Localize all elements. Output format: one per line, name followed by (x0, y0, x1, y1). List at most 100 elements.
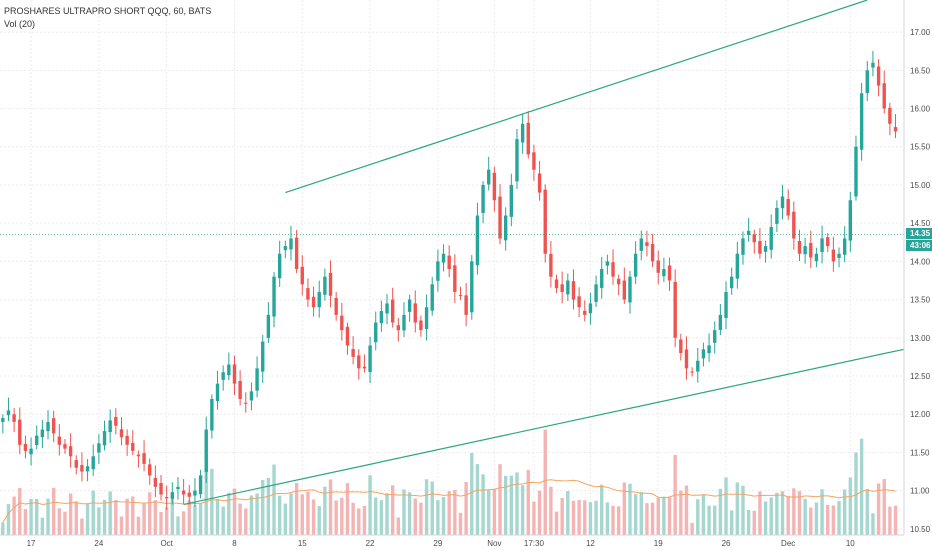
volume-bar (758, 491, 762, 535)
volume-bar (876, 483, 881, 535)
candle-body (362, 366, 367, 369)
candle-body (503, 215, 508, 241)
volume-bar (357, 508, 361, 535)
volume-bar (215, 498, 220, 535)
candle-body (334, 297, 338, 315)
volume-bar (893, 505, 898, 535)
candle-body (769, 226, 773, 250)
candle-body (713, 330, 717, 343)
channel-upper-line (285, 0, 868, 194)
candle-body (481, 184, 485, 214)
candle-body (368, 345, 372, 373)
candle-body (724, 291, 728, 318)
candle-body (515, 139, 519, 182)
candle-body (249, 391, 254, 401)
candle-body (232, 364, 237, 384)
candle-body (554, 279, 559, 289)
candle-body (148, 464, 152, 476)
volume-bar (51, 487, 56, 535)
volume-bar (18, 487, 22, 535)
candle-body (532, 152, 536, 170)
volume-bar (775, 492, 779, 535)
countdown-badge-bg (906, 240, 932, 251)
candle-body (351, 349, 355, 357)
candle-body (492, 172, 497, 201)
volume-bar (396, 517, 401, 535)
volume-bar (509, 475, 514, 535)
volume-bar (306, 491, 310, 535)
candle-body (520, 123, 525, 143)
time-tick-label: Dec (781, 539, 795, 548)
volume-bar (40, 517, 45, 535)
volume-bar (690, 522, 694, 535)
volume-bar (362, 505, 367, 535)
price-axis[interactable]: 10.50 11.00 11.50 12.00 12.50 13.00 13.50 14.00… (903, 0, 931, 535)
volume-bar (707, 505, 711, 535)
volume-bar (6, 504, 11, 535)
volume-bar (311, 499, 316, 535)
candle-body (6, 410, 11, 416)
candle-body (430, 284, 434, 311)
volume-bar (232, 488, 237, 535)
candle-body (509, 184, 514, 217)
candle-body (673, 281, 677, 338)
price-tick-label: 13.00 (910, 334, 931, 343)
volume-bar (210, 468, 214, 535)
candle-body (893, 127, 898, 132)
candle-body (792, 211, 796, 239)
volume-bar (735, 482, 740, 535)
volume-bar (374, 497, 378, 535)
volume-bar (97, 507, 101, 535)
volume-bar (68, 493, 73, 535)
candle-body (543, 189, 547, 254)
price-tick-label: 15.50 (910, 143, 931, 152)
candle-body (628, 276, 632, 303)
time-axis[interactable]: 17 24 Oct 8 15 22 29 Nov 17:30 12 19 26 Dec 10 (0, 534, 904, 548)
candle-body (272, 276, 276, 317)
candle-body (396, 325, 401, 331)
candle-body (854, 146, 858, 197)
volume-bar (12, 496, 16, 535)
volume-bar (159, 512, 163, 535)
volume-bar (622, 482, 627, 535)
volume-bar (792, 488, 796, 535)
volume-bar (176, 516, 180, 535)
candle-body (588, 303, 593, 314)
candle-body (402, 314, 406, 331)
volume-bar (29, 498, 33, 535)
volume-bar (588, 502, 593, 535)
volume-bar (481, 474, 485, 535)
trend-channel (183, 0, 905, 506)
symbol-title: PROSHARES ULTRAPRO SHORT QQQ, 60, BATS (4, 6, 212, 16)
price-tick-label: 13.50 (910, 296, 931, 305)
candle-body (741, 238, 745, 255)
volume-bar (379, 500, 384, 535)
volume-bar (102, 499, 107, 535)
candle-body (882, 83, 886, 109)
candle-body (537, 173, 542, 193)
candle-body (407, 299, 412, 312)
volume-bar (871, 513, 875, 535)
volume-bar (470, 452, 474, 535)
candle-body (605, 261, 610, 266)
time-tick-label: 15 (298, 539, 307, 548)
volume-bar (80, 518, 84, 535)
price-badge-countdown: 43:06 (910, 241, 931, 250)
volume-bar (402, 489, 406, 535)
candle-body (317, 291, 321, 308)
candle-body (238, 380, 242, 399)
volume-bar (684, 485, 689, 535)
volume-bar (187, 500, 191, 535)
candle-body (458, 295, 463, 297)
candle-body (221, 372, 225, 380)
volume-bar (809, 507, 813, 535)
volume-bar (164, 507, 169, 535)
candle-body (18, 419, 22, 445)
volume-bar (436, 500, 440, 535)
candle-body (345, 326, 350, 346)
volume-bar (108, 491, 112, 535)
volume-bar (842, 489, 847, 535)
candle-body (266, 314, 271, 338)
candle-body (119, 429, 124, 438)
